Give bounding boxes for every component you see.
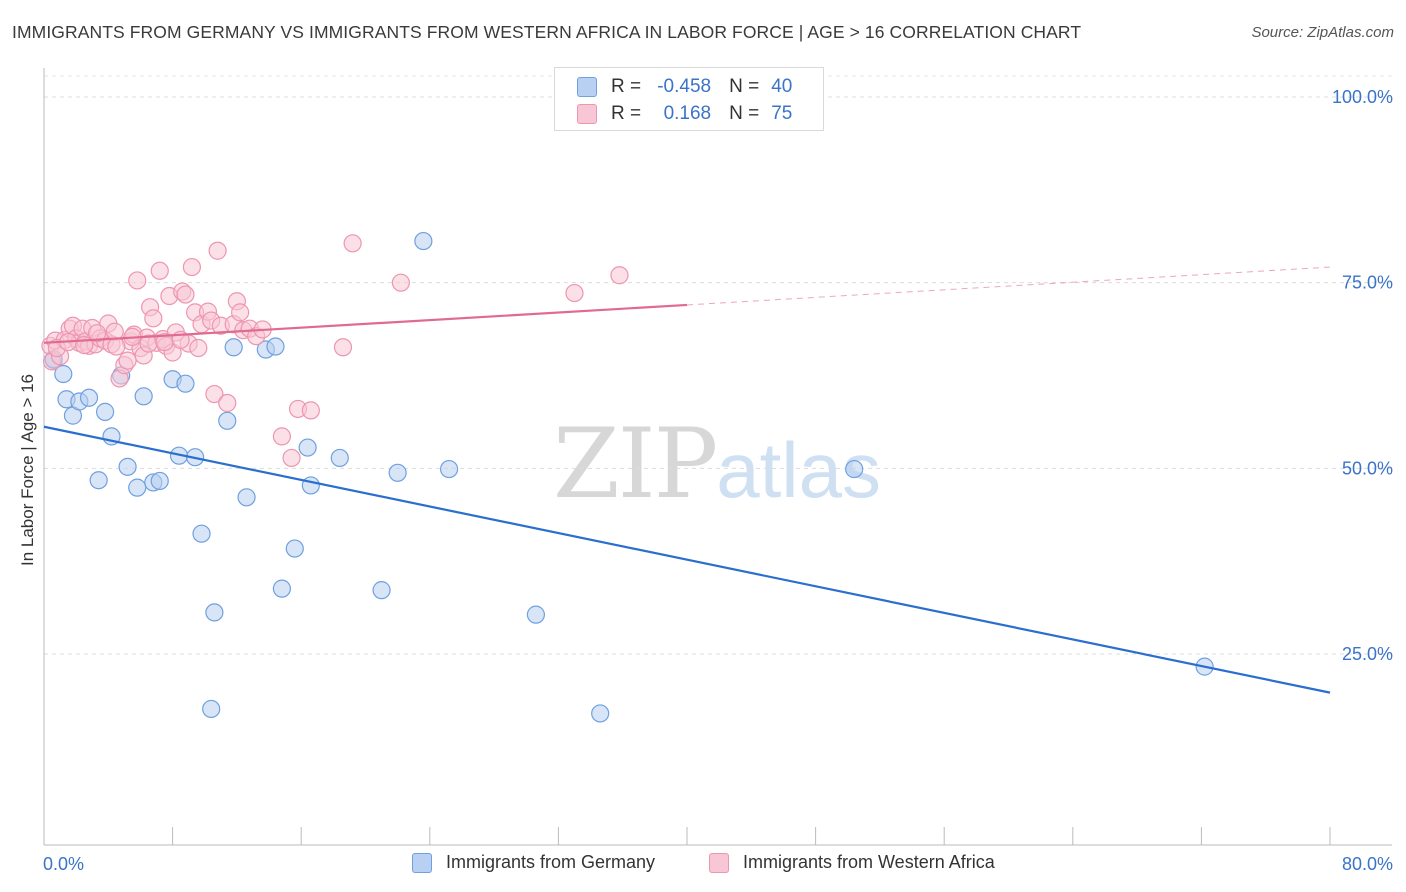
point-germany-7 [89, 471, 108, 490]
point-western-africa-60 [301, 401, 320, 420]
point-western-africa-31 [150, 261, 169, 280]
point-western-africa-47 [208, 241, 227, 260]
point-germany-6 [79, 388, 99, 407]
point-germany-25 [237, 488, 256, 507]
point-germany-12 [128, 478, 147, 497]
point-western-africa-46 [205, 384, 224, 404]
point-western-africa-65 [610, 266, 629, 285]
point-germany-33 [372, 581, 391, 600]
legend-label-western-africa: Immigrants from Western Africa [743, 852, 995, 872]
point-germany-31 [301, 476, 320, 495]
legend-swatch-western-africa [709, 852, 729, 873]
point-western-africa-64 [565, 283, 584, 303]
point-germany-39 [845, 459, 864, 479]
point-western-africa-63 [391, 273, 410, 292]
legend-label-germany: Immigrants from Germany [446, 852, 656, 872]
stats-r-value-germany: -0.458 [657, 76, 712, 97]
point-germany-29 [285, 539, 304, 558]
point-germany-23 [218, 411, 237, 430]
legend-swatch-germany [412, 852, 432, 873]
point-germany-30 [298, 438, 317, 457]
point-western-africa-40 [182, 257, 201, 277]
point-germany-24 [224, 338, 243, 357]
point-western-africa-24 [128, 271, 147, 290]
point-germany-38 [591, 704, 610, 723]
point-germany-11 [118, 457, 137, 476]
trend-line-western-africa [43, 303, 688, 344]
point-western-africa-62 [343, 234, 362, 253]
y-axis-label: In Labor Force | Age > 16 [18, 373, 37, 566]
stats-n-value-germany: 40 [771, 76, 793, 97]
point-germany-2 [54, 364, 73, 384]
point-germany-13 [134, 387, 153, 406]
stats-row-germany: R = -0.458 N = 40 [577, 75, 792, 99]
legend-item-western-africa[interactable]: Immigrants from Western Africa [709, 852, 995, 873]
point-germany-18 [176, 374, 195, 393]
stats-r-label-germany: R = [611, 76, 642, 97]
point-germany-34 [388, 463, 407, 482]
point-germany-20 [192, 524, 211, 543]
stats-n-label-germany: N = [729, 76, 760, 97]
watermark-zip: ZIP [553, 408, 718, 520]
point-germany-27 [266, 337, 285, 356]
point-western-africa-61 [333, 338, 353, 357]
point-germany-35 [414, 231, 433, 251]
bottom-legend: Immigrants from Germany Immigrants from … [0, 852, 1406, 880]
point-germany-21 [205, 603, 224, 622]
point-western-africa-57 [272, 427, 292, 446]
point-germany-36 [439, 459, 459, 479]
chart-title: IMMIGRANTS FROM GERMANY VS IMMIGRANTS FR… [12, 22, 1082, 42]
point-germany-8 [95, 402, 115, 421]
x-tick-label-80: 80.0% [1342, 854, 1393, 874]
trend-line-germany [43, 425, 1331, 694]
point-western-africa-49 [218, 393, 237, 413]
stats-swatch-western-africa [577, 104, 597, 124]
stats-r-label-western-africa: R = [611, 103, 642, 124]
point-germany-37 [526, 605, 545, 624]
point-western-africa-58 [282, 448, 301, 468]
trend-line-dashed-western-africa [686, 266, 1331, 306]
stats-legend: R = -0.458 N = 40 R = 0.168 N = 75 [554, 67, 824, 131]
point-germany-22 [202, 699, 221, 719]
point-western-africa-70 [107, 337, 126, 356]
point-germany-15 [150, 471, 169, 491]
point-western-africa-38 [176, 285, 195, 304]
point-germany-28 [272, 579, 292, 598]
stats-swatch-germany [577, 77, 597, 97]
point-western-africa-21 [118, 351, 137, 370]
y-tick-label-50: 50.0% [1342, 458, 1393, 478]
point-western-africa-69 [87, 324, 107, 343]
chart-source: Source: ZipAtlas.com [1251, 24, 1394, 41]
stats-row-western-africa: R = 0.168 N = 75 [577, 102, 792, 126]
point-western-africa-52 [231, 303, 250, 322]
stats-r-value-western-africa: 0.168 [663, 103, 712, 124]
y-tick-label-25: 25.0% [1342, 644, 1393, 664]
y-tick-label-75: 75.0% [1342, 273, 1393, 293]
point-western-africa-42 [189, 338, 208, 358]
point-western-africa-29 [144, 309, 163, 328]
point-germany-32 [330, 448, 349, 468]
y-tick-label-100: 100.0% [1332, 87, 1393, 107]
legend-item-germany[interactable]: Immigrants from Germany [412, 852, 655, 873]
stats-n-label-western-africa: N = [729, 103, 760, 124]
stats-n-value-western-africa: 75 [771, 103, 793, 124]
x-tick-label-0: 0.0% [43, 854, 84, 874]
